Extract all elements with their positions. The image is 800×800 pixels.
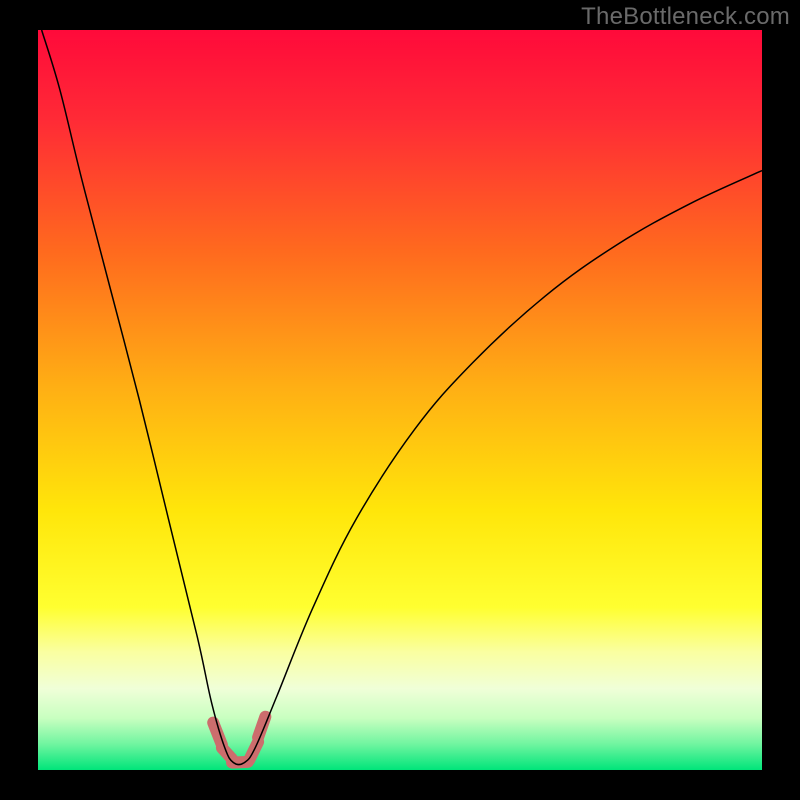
- watermark-label: TheBottleneck.com: [581, 3, 790, 31]
- plot-gradient: [38, 30, 762, 770]
- chart-svg: [0, 0, 800, 800]
- chart-stage: TheBottleneck.com: [0, 0, 800, 800]
